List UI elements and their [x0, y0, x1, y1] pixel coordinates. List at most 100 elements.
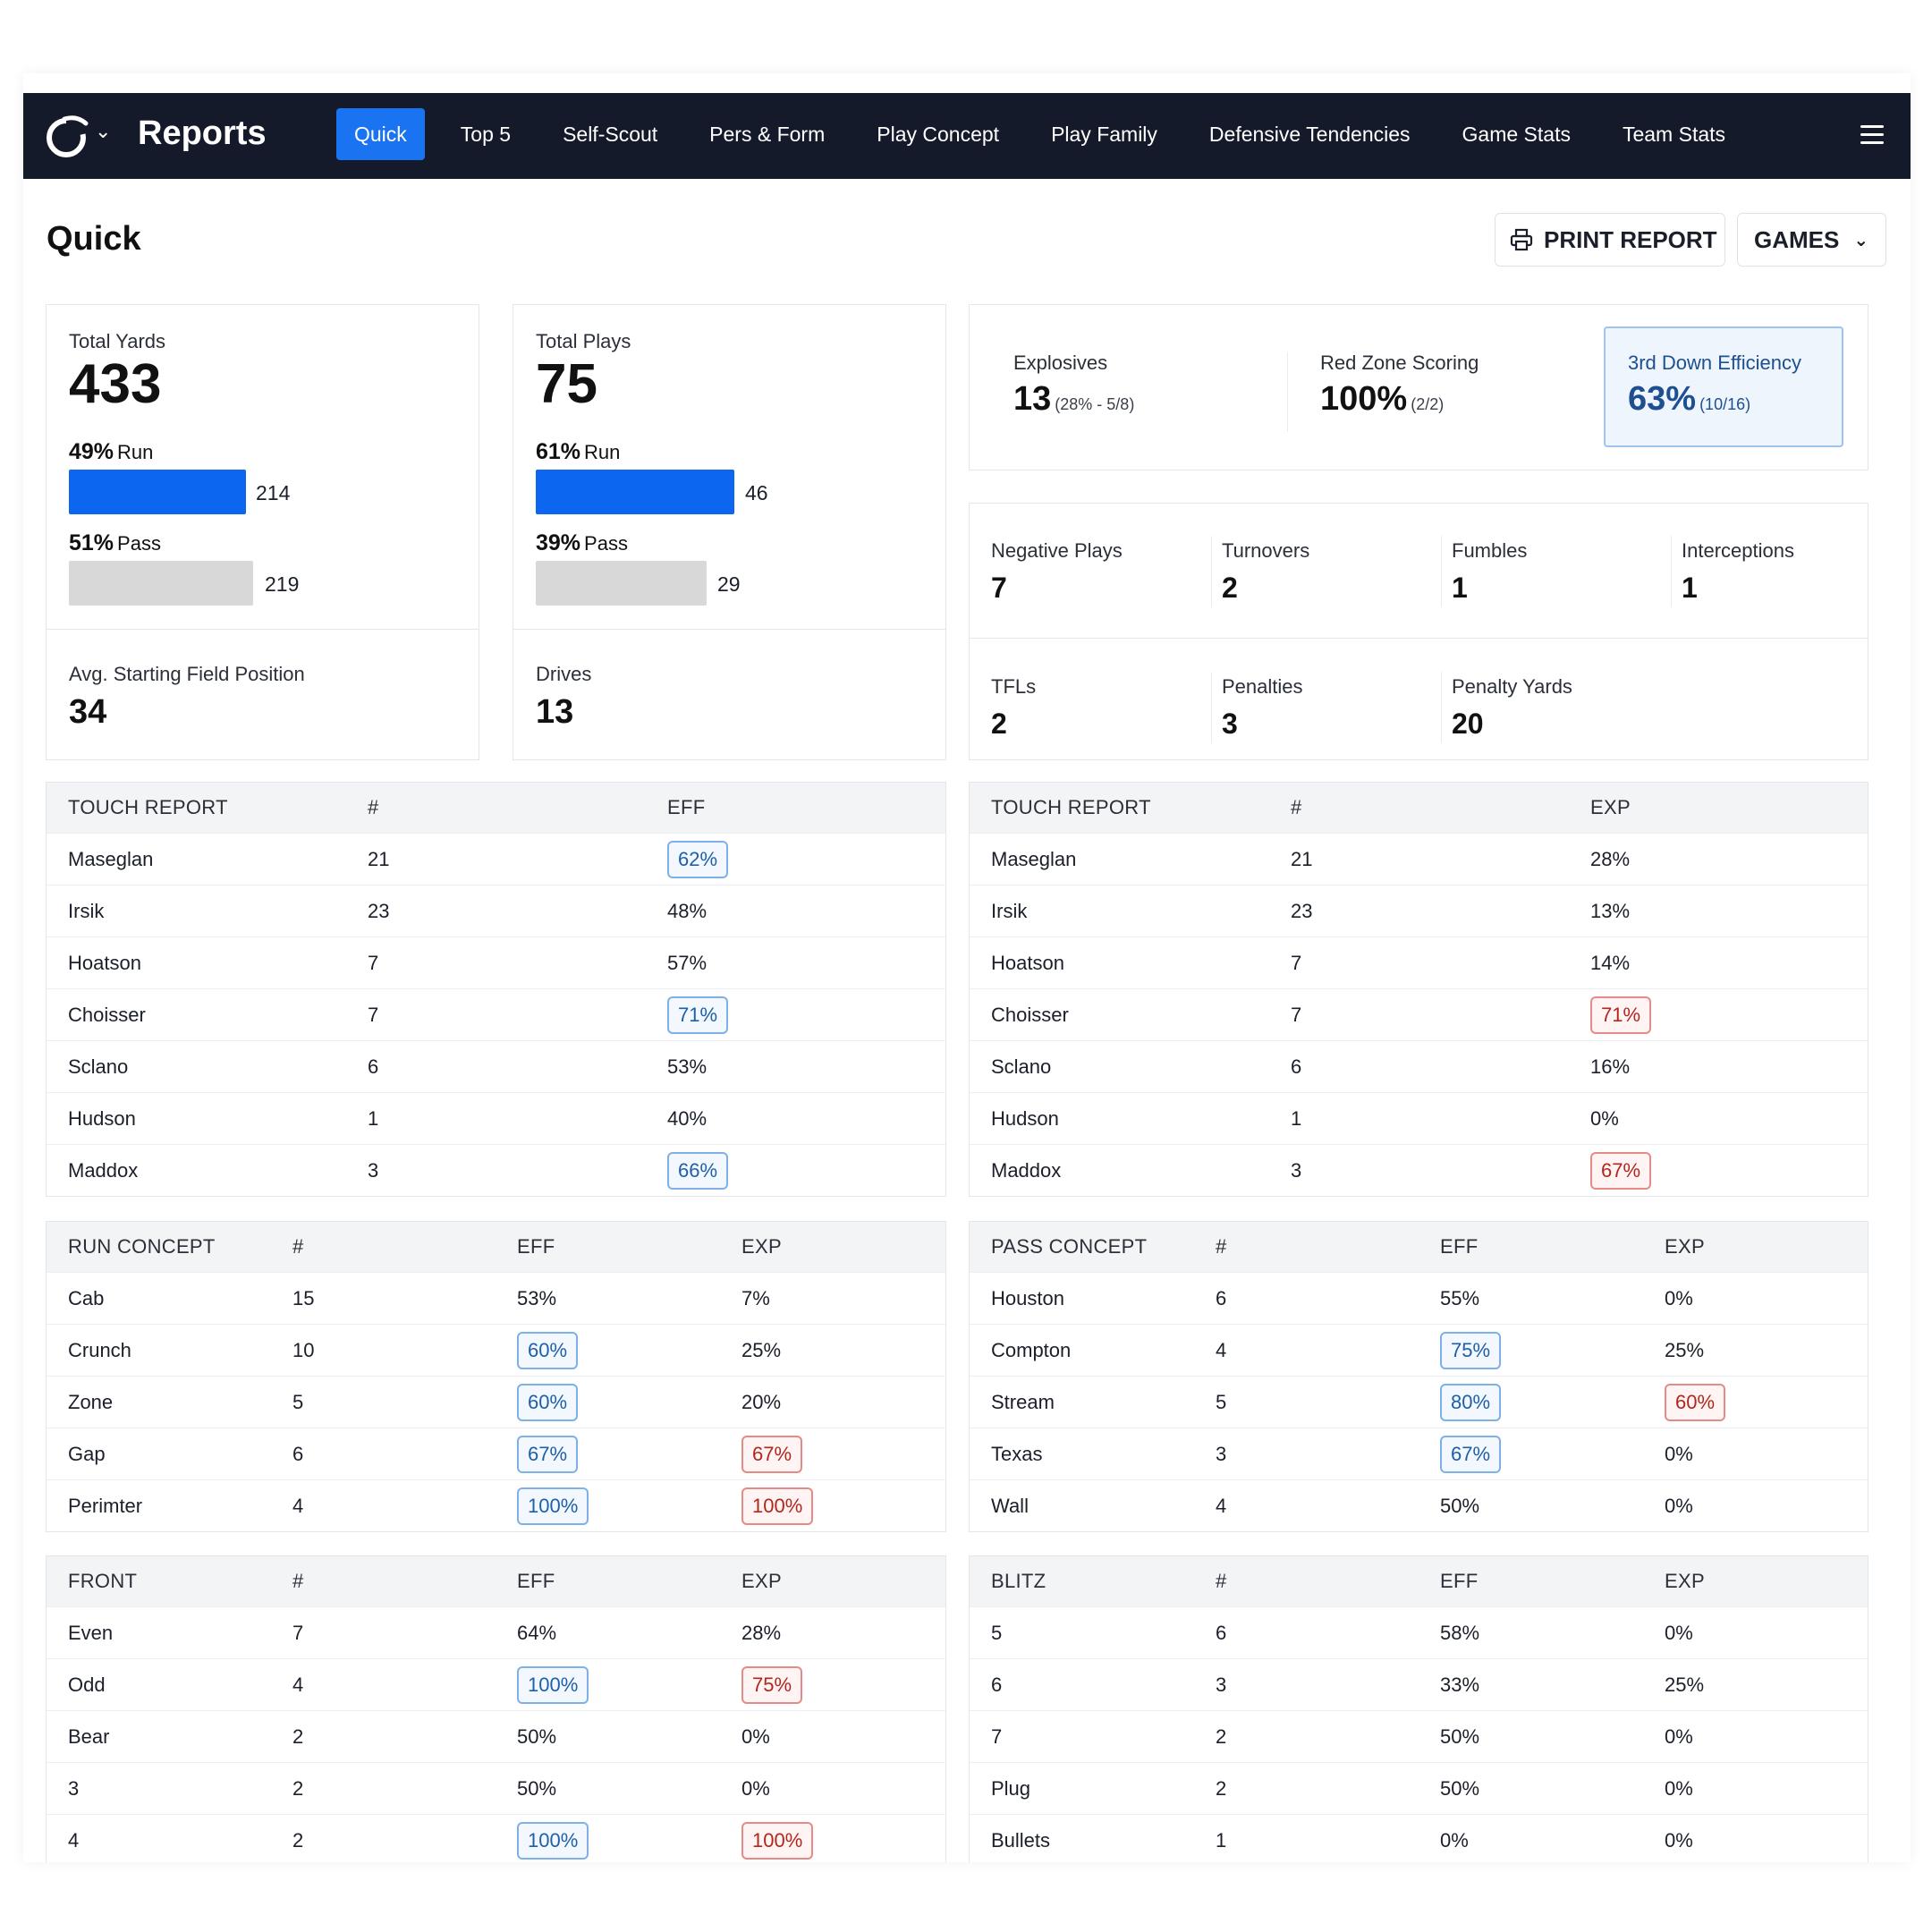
table-cell: 55%: [1440, 1286, 1480, 1309]
column-header[interactable]: EFF: [517, 1235, 555, 1258]
table-row[interactable]: 3 2 50% 0%: [47, 1762, 945, 1814]
highlight-badge-blue: 67%: [1440, 1435, 1502, 1473]
column-header[interactable]: #: [368, 796, 379, 818]
table-cell: 50%: [517, 1776, 557, 1800]
table-row[interactable]: Bullets 1 0% 0%: [970, 1814, 1868, 1862]
table-row[interactable]: Maseglan 21 62%: [47, 833, 945, 885]
table-row[interactable]: Texas 3 67% 0%: [970, 1428, 1868, 1479]
penalties-label: Penalties: [1222, 675, 1303, 698]
table-row[interactable]: Hudson 1 40%: [47, 1092, 945, 1144]
table-row[interactable]: Choisser 7 71%: [47, 988, 945, 1040]
plays-pass-value: 29: [717, 572, 741, 596]
table-cell: 0%: [1665, 1442, 1693, 1465]
table-row[interactable]: Compton 4 75% 25%: [970, 1324, 1868, 1376]
divider: [1287, 352, 1288, 432]
table-row[interactable]: Maddox 3 67%: [970, 1144, 1868, 1196]
table-cell: 67%: [720, 1435, 947, 1473]
field-position-value: 34: [69, 693, 107, 731]
column-header[interactable]: EFF: [1440, 1235, 1479, 1258]
table-row[interactable]: Plug 2 50% 0%: [970, 1762, 1868, 1814]
print-report-button[interactable]: PRINT REPORT: [1495, 213, 1725, 267]
column-header[interactable]: EXP: [1590, 796, 1631, 818]
column-header[interactable]: #: [1291, 796, 1302, 818]
plays-run-label: Run: [584, 441, 621, 463]
column-header[interactable]: EXP: [741, 1235, 782, 1258]
column-header[interactable]: EXP: [1665, 1570, 1705, 1592]
table-cell: 6: [1291, 1055, 1302, 1078]
column-header[interactable]: #: [292, 1235, 304, 1258]
table-row[interactable]: Wall 4 50% 0%: [970, 1479, 1868, 1531]
table-cell: 3: [1216, 1442, 1227, 1465]
table-row[interactable]: 6 3 33% 25%: [970, 1658, 1868, 1710]
table-row[interactable]: Hoatson 7 14%: [970, 936, 1868, 988]
table-row[interactable]: Odd 4 100% 75%: [47, 1658, 945, 1710]
table-row[interactable]: Irsik 23 48%: [47, 885, 945, 936]
highlight-badge-blue: 62%: [667, 840, 729, 878]
tab-play-concept[interactable]: Play Concept: [877, 123, 1000, 146]
table-cell: 25%: [1665, 1673, 1705, 1696]
tab-defensive-tendencies[interactable]: Defensive Tendencies: [1208, 123, 1411, 146]
games-dropdown[interactable]: GAMES ⌄: [1737, 213, 1886, 267]
key-metrics-card: Explosives 13 (28% - 5/8) Red Zone Scorin…: [969, 304, 1868, 470]
column-header[interactable]: EXP: [1665, 1235, 1705, 1258]
table-row[interactable]: Zone 5 60% 20%: [47, 1376, 945, 1428]
tab-game-stats[interactable]: Game Stats: [1462, 123, 1571, 146]
column-header[interactable]: TOUCH REPORT: [991, 796, 1151, 818]
tab-top-5[interactable]: Top 5: [460, 123, 512, 146]
tab-quick[interactable]: Quick: [336, 108, 425, 160]
table-row[interactable]: Hudson 1 0%: [970, 1092, 1868, 1144]
column-header[interactable]: RUN CONCEPT: [68, 1235, 216, 1258]
app-title: Reports: [138, 114, 267, 152]
table-row[interactable]: Stream 5 80% 60%: [970, 1376, 1868, 1428]
column-header[interactable]: PASS CONCEPT: [991, 1235, 1148, 1258]
table-row[interactable]: Maseglan 21 28%: [970, 833, 1868, 885]
column-header[interactable]: #: [1216, 1235, 1227, 1258]
hamburger-menu-icon[interactable]: [1860, 125, 1884, 145]
table-header: FRONT # EFF EXP: [47, 1556, 945, 1606]
table-cell: Hudson: [68, 1106, 136, 1130]
highlight-badge-red: 100%: [741, 1821, 814, 1860]
table-row[interactable]: Even 7 64% 28%: [47, 1606, 945, 1658]
table-row[interactable]: Hoatson 7 57%: [47, 936, 945, 988]
logo-icon[interactable]: [45, 113, 91, 159]
table-row[interactable]: 5 6 58% 0%: [970, 1606, 1868, 1658]
tab-self-scout[interactable]: Self-Scout: [563, 123, 658, 146]
table-cell: 4: [1216, 1494, 1227, 1517]
table-row[interactable]: Bear 2 50% 0%: [47, 1710, 945, 1762]
table-row[interactable]: Gap 6 67% 67%: [47, 1428, 945, 1479]
table-row[interactable]: Perimter 4 100% 100%: [47, 1479, 945, 1531]
table-row[interactable]: Sclano 6 16%: [970, 1040, 1868, 1092]
table-row[interactable]: Irsik 23 13%: [970, 885, 1868, 936]
table-cell: 16%: [1590, 1055, 1631, 1078]
table-row[interactable]: Cab 15 53% 7%: [47, 1272, 945, 1324]
tab-play-family[interactable]: Play Family: [1051, 123, 1157, 146]
table-cell: 25%: [741, 1338, 782, 1361]
table-cell: 71%: [1569, 996, 1869, 1034]
table-row[interactable]: Houston 6 55% 0%: [970, 1272, 1868, 1324]
table-cell: Even: [68, 1621, 114, 1644]
table-cell: Hoatson: [991, 951, 1064, 974]
column-header[interactable]: #: [292, 1570, 304, 1592]
column-header[interactable]: EFF: [517, 1570, 555, 1592]
table-row[interactable]: Sclano 6 53%: [47, 1040, 945, 1092]
table-row[interactable]: Choisser 7 71%: [970, 988, 1868, 1040]
chevron-down-icon[interactable]: ⌄: [95, 120, 112, 142]
column-header[interactable]: FRONT: [68, 1570, 138, 1592]
divider: [47, 629, 479, 630]
tab-team-stats[interactable]: Team Stats: [1622, 123, 1726, 146]
table-row[interactable]: Maddox 3 66%: [47, 1144, 945, 1196]
table-cell: 0%: [741, 1724, 770, 1748]
negative-plays-label: Negative Plays: [991, 539, 1123, 562]
column-header[interactable]: EFF: [667, 796, 706, 818]
tab-pers-form[interactable]: Pers & Form: [709, 123, 826, 146]
table-row[interactable]: Crunch 10 60% 25%: [47, 1324, 945, 1376]
column-header[interactable]: EFF: [1440, 1570, 1479, 1592]
table-row[interactable]: 4 2 100% 100%: [47, 1814, 945, 1862]
third-down-highlight[interactable]: 3rd Down Efficiency 63% (10/16): [1604, 326, 1843, 447]
column-header[interactable]: #: [1216, 1570, 1227, 1592]
column-header[interactable]: BLITZ: [991, 1570, 1046, 1592]
column-header[interactable]: EXP: [741, 1570, 782, 1592]
table-cell: 28%: [741, 1621, 782, 1644]
table-row[interactable]: 7 2 50% 0%: [970, 1710, 1868, 1762]
column-header[interactable]: TOUCH REPORT: [68, 796, 228, 818]
